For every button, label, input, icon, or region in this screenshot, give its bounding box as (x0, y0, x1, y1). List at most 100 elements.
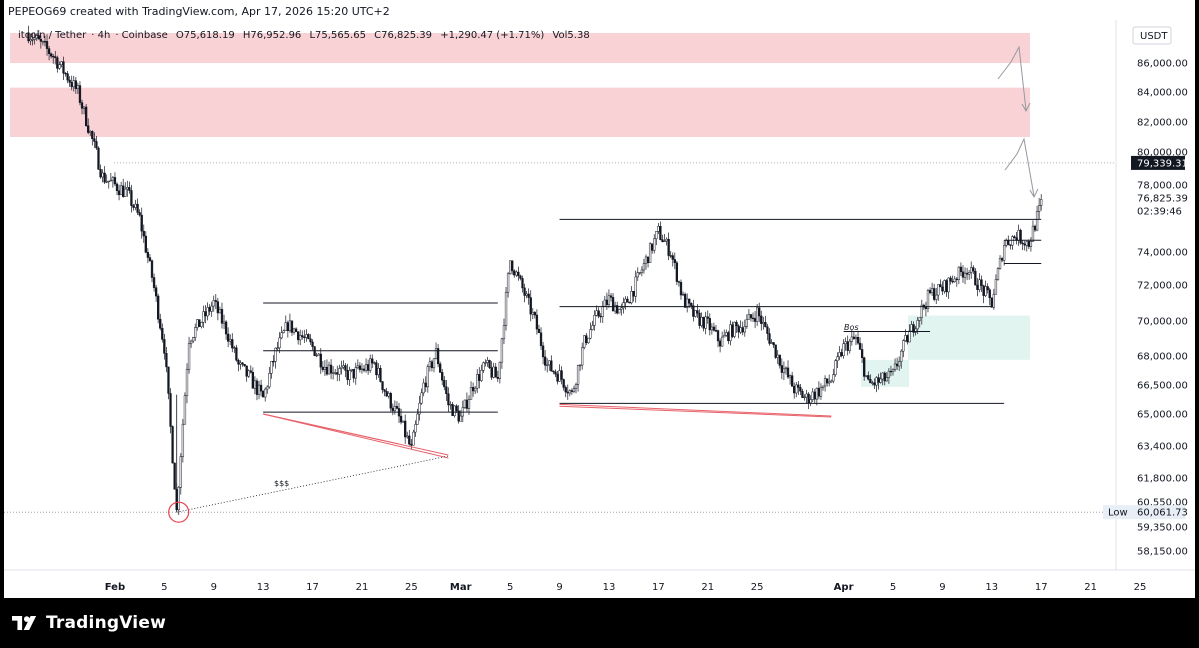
candle-up (576, 364, 580, 385)
candle-up (492, 366, 495, 378)
candle-down (651, 243, 654, 251)
candle-up (474, 387, 477, 392)
candle-up (782, 368, 786, 373)
candle-up (963, 272, 967, 278)
projection-arrow-head (1021, 102, 1031, 113)
candle-up (844, 341, 847, 345)
candle-up (1040, 199, 1043, 206)
candle-down (951, 280, 954, 283)
candle-down (93, 138, 96, 142)
time-axis[interactable]: Feb 5 9 13 17 21 25 Mar 5 9 13 17 21 25 Apr 5 9 13 17 21 25 (4, 569, 1195, 593)
candle-up (416, 413, 419, 425)
candle-up (356, 365, 359, 368)
candle-up (723, 335, 726, 338)
candle-up (830, 380, 833, 383)
candle-up (515, 271, 518, 276)
candle-up (119, 185, 123, 196)
candle-up (994, 279, 998, 295)
candle-down (383, 389, 386, 392)
candle-down (455, 405, 458, 412)
candle-down (381, 381, 384, 390)
candle-up (414, 424, 417, 433)
candle-up (194, 327, 197, 338)
candle-up (292, 328, 296, 333)
candle-down (543, 356, 547, 366)
chart-canvas[interactable]: $$$ Bos USDT 86,000.00 84,000.00 82,000.00 80… (4, 0, 1195, 598)
candle-up (257, 384, 261, 395)
candle-down (945, 280, 948, 293)
candle-up (784, 367, 788, 370)
candle-down (465, 399, 469, 409)
candle-down (860, 349, 864, 358)
price-axis[interactable]: USDT 86,000.00 84,000.00 82,000.00 80,000.00… (1103, 20, 1188, 570)
candle-down (146, 252, 150, 258)
candle-up (795, 384, 798, 394)
trendline (559, 405, 832, 418)
candle-down (54, 56, 57, 58)
candle-up (875, 377, 878, 386)
candle-up (918, 317, 921, 321)
price-tick-label: 74,000.00 (1137, 248, 1188, 259)
candle-down (117, 190, 121, 196)
candle-up (369, 358, 372, 371)
candle-up (334, 372, 337, 374)
candle-up (504, 291, 508, 326)
candle-up (620, 307, 623, 310)
candle-down (389, 393, 392, 409)
time-tick-label: 5 (161, 582, 167, 593)
candle-up (618, 309, 621, 314)
candle-up (721, 336, 724, 347)
candle-down (751, 317, 755, 320)
candle-down (714, 330, 718, 332)
projection-path-lower (1004, 137, 1035, 197)
candle-up (601, 305, 604, 317)
candle-down (471, 387, 475, 392)
projection-arrow-head (1029, 188, 1039, 199)
candle-down (227, 333, 230, 342)
candle-up (29, 39, 32, 42)
candle-down (677, 281, 681, 283)
current-price-label: 76,825.39 (1137, 194, 1188, 205)
candle-down (163, 339, 166, 354)
symbol-info-line: itcoin / Tether · 4h · Coinbase O75,618.19… (18, 30, 590, 41)
candle-down (74, 80, 77, 89)
candle-down (1021, 242, 1024, 245)
candle-up (665, 238, 668, 242)
candle-down (80, 102, 84, 109)
ohlc-open: O75,618.19 (175, 30, 235, 41)
candle-down (99, 169, 102, 178)
candle-down (671, 255, 674, 260)
candle-up (506, 273, 510, 293)
candle-down (698, 312, 701, 326)
candle-down (889, 370, 893, 373)
candle-up (418, 402, 421, 415)
candle-down (294, 328, 298, 333)
created-with-note: PEPEOG69 created with TradingView.com, A… (8, 5, 390, 18)
candle-down (216, 301, 220, 314)
candle-down (702, 317, 705, 329)
currency-badge (1132, 26, 1172, 45)
candle-up (1029, 241, 1033, 247)
candle-down (825, 378, 829, 384)
candle-up (624, 298, 627, 303)
candle-down (708, 318, 711, 331)
candle-down (115, 183, 119, 191)
candle-up (572, 388, 576, 392)
candle-up (891, 369, 895, 373)
time-tick-label: 17 (306, 582, 319, 593)
candle-down (982, 285, 985, 296)
candle-up (480, 370, 483, 381)
candle-down (906, 335, 909, 343)
candle-up (253, 380, 257, 389)
time-tick-label: 21 (356, 582, 369, 593)
candle-up (704, 316, 707, 329)
candle-up (583, 335, 586, 348)
time-tick-label: 25 (1134, 582, 1147, 593)
candle-down (296, 331, 300, 341)
symbol-name[interactable]: itcoin / Tether (18, 30, 87, 41)
time-tick-label: 9 (211, 582, 217, 593)
candle-down (56, 57, 59, 69)
candle-up (838, 352, 841, 358)
candle-down (667, 238, 670, 256)
candle-down (169, 393, 172, 427)
